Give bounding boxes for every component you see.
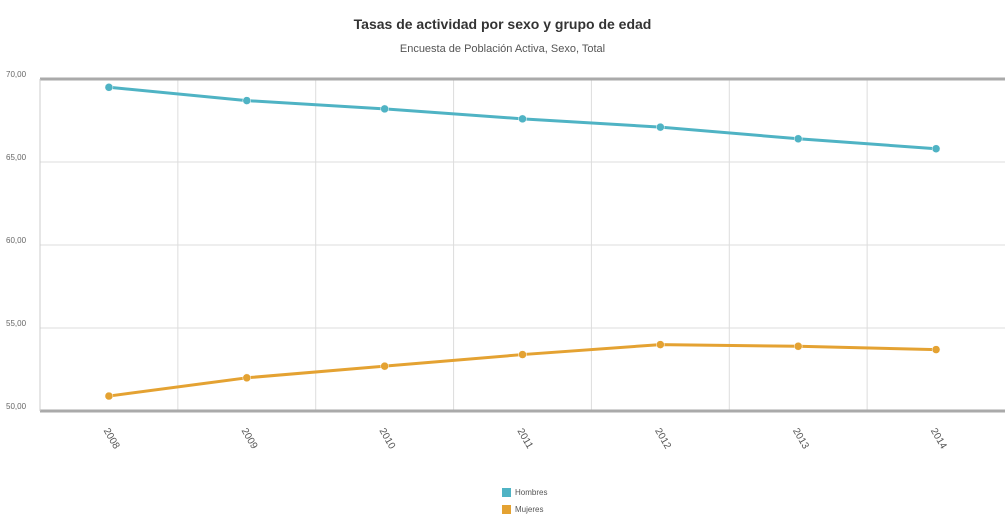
legend-item-1[interactable]: Mujeres (502, 501, 547, 518)
y-tick-label-2: 60,00 (6, 236, 27, 245)
y-tick-label-1: 55,00 (6, 319, 27, 328)
y-tick-label-0: 50,00 (6, 402, 27, 411)
x-tick-label-4: 2012 (652, 426, 673, 451)
legend-label-0: Hombres (515, 488, 548, 497)
x-tick-label-0: 2008 (101, 426, 122, 451)
data-point-1-1 (242, 373, 252, 383)
data-point-0-0 (104, 83, 114, 92)
y-tick-label-4: 70,00 (6, 70, 27, 79)
data-point-0-6 (931, 144, 941, 153)
data-point-0-2 (380, 104, 389, 114)
x-tick-label-6: 2014 (928, 426, 949, 451)
data-point-1-5 (793, 342, 803, 351)
x-tick-label-2: 2010 (376, 426, 397, 451)
data-point-0-1 (242, 96, 252, 105)
chart-title: Tasas de actividad por sexo y grupo de e… (353, 16, 652, 32)
data-point-1-2 (380, 361, 389, 371)
data-point-0-4 (656, 122, 665, 132)
data-point-1-0 (104, 391, 114, 401)
data-point-0-3 (518, 114, 527, 124)
legend: Hombres Mujeres (502, 484, 547, 518)
legend-swatch-0 (502, 488, 511, 497)
data-point-1-4 (656, 340, 665, 349)
legend-item-0[interactable]: Hombres (502, 484, 547, 501)
y-tick-label-3: 65,00 (6, 153, 27, 162)
chart-subtitle: Encuesta de Población Activa, Sexo, Tota… (399, 43, 606, 55)
data-point-1-3 (518, 350, 527, 359)
data-point-0-5 (793, 134, 803, 144)
x-tick-label-5: 2013 (790, 426, 811, 451)
x-tick-label-1: 2009 (239, 426, 260, 451)
x-tick-label-3: 2011 (515, 427, 535, 452)
legend-label-1: Mujeres (515, 505, 544, 514)
data-point-1-6 (931, 345, 941, 354)
legend-swatch-1 (502, 505, 511, 514)
